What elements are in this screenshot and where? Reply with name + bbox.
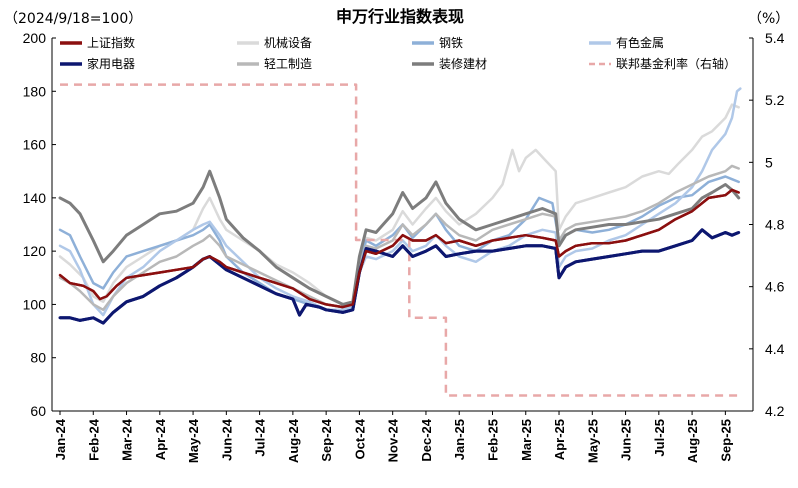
legend-label-7: 联邦基金利率（右轴） (616, 56, 736, 71)
x-tick-label: Jul-24 (253, 418, 268, 456)
series-line-5 (58, 164, 740, 312)
x-tick-label: May-24 (186, 418, 201, 463)
series-line-top-4 (60, 228, 740, 325)
left-tick-label: 100 (23, 296, 47, 312)
right-tick-label: 4.4 (765, 341, 785, 357)
x-tick-label: Sep-25 (718, 419, 733, 462)
chart-title: 申万行业指数表现 (336, 7, 464, 26)
x-tick-label: Feb-24 (86, 418, 101, 461)
right-tick-label: 5.4 (765, 30, 785, 46)
x-tick-label: Mar-25 (519, 419, 534, 461)
x-tick-label: Mar-24 (120, 418, 135, 461)
plot-area: 60 80 100 120 140 160 180 200 4.2 4.4 4.6 4.8 5 5.2 5.… (23, 30, 785, 463)
x-tick-label: Jan-25 (452, 419, 467, 460)
legend-label-0: 上证指数 (87, 35, 135, 50)
right-axis-unit: （%） (748, 11, 789, 27)
right-tick-label: 5.2 (765, 92, 785, 108)
x-tick-label: Nov-24 (386, 418, 401, 462)
legend-label-5: 轻工制造 (264, 57, 312, 71)
left-tick-label: 140 (23, 190, 47, 206)
x-tick-label: Jun-24 (219, 418, 234, 461)
left-tick-label: 160 (23, 137, 47, 153)
right-tick-label: 4.2 (765, 403, 785, 419)
x-tick-label: Jun-25 (619, 419, 634, 461)
legend-label-4: 家用电器 (87, 56, 135, 71)
left-tick-label: 120 (23, 243, 47, 259)
x-tick-label: Apr-25 (552, 419, 567, 460)
series-line-7 (60, 83, 742, 397)
right-tick-label: 4.8 (765, 217, 785, 233)
x-tick-label: Jan-24 (53, 418, 68, 460)
series-line-3 (58, 87, 742, 317)
left-tick-label: 80 (30, 350, 46, 366)
legend-label-6: 装修建材 (439, 56, 487, 71)
legend-label-2: 钢铁 (439, 36, 463, 50)
x-tick-label: Apr-24 (153, 418, 168, 460)
x-tick-label: Feb-25 (485, 419, 500, 461)
series-line-1 (58, 103, 740, 306)
series-line-2 (58, 175, 740, 312)
series-line-top-0 (59, 188, 740, 309)
x-tick-label: Sep-24 (319, 418, 334, 461)
left-tick-label: 200 (23, 30, 47, 46)
x-tick-label: Oct-24 (352, 418, 367, 459)
left-axis-unit: （2024/9/18=100） (4, 11, 142, 27)
left-tick-label: 180 (23, 83, 47, 99)
right-tick-label: 5 (765, 154, 773, 170)
x-tick-label: Jul-25 (652, 419, 667, 457)
legend-label-1: 机械设备 (264, 35, 312, 50)
right-tick-label: 4.6 (765, 279, 785, 295)
x-tick-label: Aug-25 (685, 419, 700, 463)
series-line-6 (58, 169, 741, 306)
x-tick-label: Aug-24 (286, 418, 301, 463)
x-tick-label: May-25 (585, 419, 600, 463)
legend-label-3: 有色金属 (616, 35, 664, 50)
left-tick-label: 60 (30, 403, 46, 419)
x-tick-label: Dec-24 (419, 418, 434, 461)
